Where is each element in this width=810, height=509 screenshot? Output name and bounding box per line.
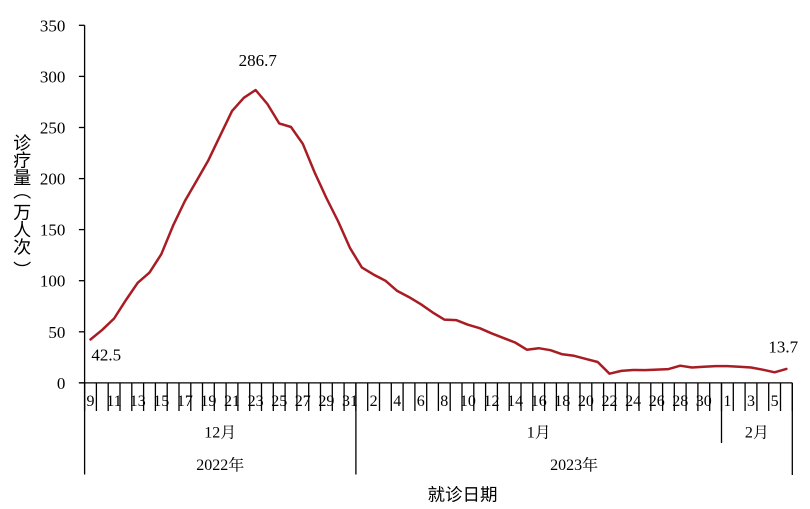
svg-text:18: 18 [554, 393, 570, 410]
svg-text:31: 31 [342, 393, 358, 410]
svg-text:19: 19 [200, 393, 216, 410]
svg-text:9: 9 [87, 393, 95, 410]
svg-text:22: 22 [602, 393, 618, 410]
svg-text:24: 24 [625, 393, 641, 410]
svg-text:17: 17 [177, 393, 193, 410]
svg-text:13: 13 [130, 393, 146, 410]
svg-text:23: 23 [248, 393, 264, 410]
svg-text:4: 4 [393, 393, 401, 410]
svg-text:29: 29 [318, 393, 334, 410]
svg-text:15: 15 [153, 393, 169, 410]
svg-text:2022: 2022 [196, 457, 228, 474]
svg-text:1: 1 [527, 424, 535, 441]
svg-text:150: 150 [40, 221, 66, 240]
svg-text:300: 300 [40, 67, 66, 86]
svg-text:350: 350 [40, 16, 66, 35]
svg-text:5: 5 [771, 393, 779, 410]
svg-text:11: 11 [106, 393, 121, 410]
svg-text:200: 200 [40, 170, 66, 189]
svg-text:28: 28 [672, 393, 688, 410]
svg-text:14: 14 [507, 393, 523, 410]
svg-text:25: 25 [271, 393, 287, 410]
svg-text:2: 2 [370, 393, 378, 410]
svg-text:2023: 2023 [550, 457, 582, 474]
svg-text:1: 1 [723, 393, 731, 410]
svg-text:10: 10 [460, 393, 476, 410]
svg-text:12: 12 [484, 393, 500, 410]
svg-text:6: 6 [417, 393, 425, 410]
svg-text:8: 8 [440, 393, 448, 410]
svg-text:26: 26 [649, 393, 665, 410]
svg-text:12: 12 [204, 424, 220, 441]
svg-text:16: 16 [531, 393, 547, 410]
svg-text:100: 100 [40, 272, 66, 291]
svg-text:42.5: 42.5 [91, 345, 121, 364]
svg-text:0: 0 [57, 374, 66, 393]
svg-text:2: 2 [745, 424, 753, 441]
svg-text:30: 30 [696, 393, 712, 410]
svg-text:13.7: 13.7 [768, 337, 798, 356]
svg-text:250: 250 [40, 119, 66, 138]
svg-text:50: 50 [48, 323, 65, 342]
svg-text:3: 3 [747, 393, 755, 410]
svg-text:20: 20 [578, 393, 594, 410]
svg-text:286.7: 286.7 [239, 51, 278, 70]
svg-text:21: 21 [224, 393, 240, 410]
svg-text:27: 27 [295, 393, 311, 410]
